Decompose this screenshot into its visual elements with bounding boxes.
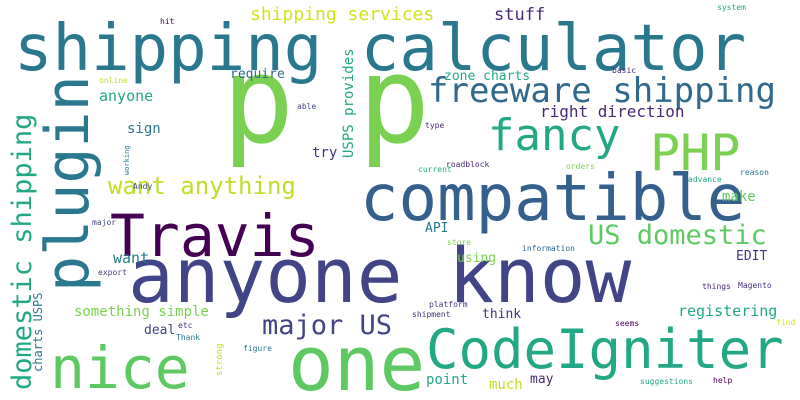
word: US domestic [588, 220, 767, 251]
word: platform [429, 300, 468, 309]
word: make [722, 189, 756, 205]
word: right direction [540, 102, 685, 121]
word: shipment [412, 310, 451, 319]
word: nice [50, 334, 190, 400]
word: much [489, 377, 523, 393]
word: figure [243, 344, 272, 353]
word: online [99, 76, 128, 85]
word: store [447, 238, 471, 247]
word: information [522, 244, 575, 253]
word: things [702, 282, 731, 291]
word: stuff [494, 5, 545, 25]
word: major [92, 218, 116, 227]
word: something simple [74, 304, 209, 320]
word: p [222, 32, 294, 171]
word: freeware shipping [428, 71, 776, 111]
word: API [425, 221, 448, 236]
word: roadblock [446, 160, 490, 169]
word: want anything [108, 172, 296, 200]
word: basic [612, 66, 636, 75]
word: want [113, 249, 149, 267]
word: Travis [110, 202, 320, 270]
word: working [123, 145, 131, 175]
word: one [288, 319, 425, 400]
word: think [482, 307, 521, 322]
word: advance [688, 175, 722, 184]
word: major US [262, 310, 392, 341]
word: hit [160, 17, 175, 26]
word: Magento [738, 281, 772, 290]
word: PHP [650, 124, 740, 182]
word: help [713, 376, 732, 385]
word: compatible [360, 162, 745, 236]
word: type [425, 121, 444, 130]
word: orders [566, 162, 595, 171]
word: strong [215, 343, 225, 376]
word: suggestions [640, 377, 693, 386]
word: EDIT [736, 249, 767, 264]
word: registering [678, 302, 777, 320]
word: point [426, 372, 468, 388]
word: domestic shipping [7, 114, 38, 390]
word: etc [178, 321, 193, 330]
word: plugin [33, 75, 103, 292]
word: require [230, 67, 285, 82]
word: find [776, 318, 795, 327]
word: CodeIgniter [426, 318, 784, 381]
word: zone charts [444, 69, 530, 84]
word: p [358, 32, 430, 171]
word: may [530, 372, 554, 387]
word: deal [144, 323, 175, 338]
word: try [312, 145, 337, 161]
word: current [418, 165, 452, 174]
word: shipping calculator [14, 12, 746, 86]
word: anyone know [128, 231, 632, 320]
word: sign [127, 121, 161, 137]
word: USPS provides [341, 48, 357, 158]
word: using [457, 251, 496, 266]
word: Thank [176, 333, 200, 342]
word: shipping services [250, 4, 434, 25]
word: export [98, 268, 127, 277]
word: charts USPS [31, 293, 45, 372]
word: seems [615, 319, 639, 328]
word: system [717, 3, 746, 12]
word: able [297, 102, 316, 111]
word: reason [740, 168, 769, 177]
word: Andy [133, 182, 152, 191]
word: fancy [488, 110, 620, 161]
word: anyone [99, 87, 153, 105]
